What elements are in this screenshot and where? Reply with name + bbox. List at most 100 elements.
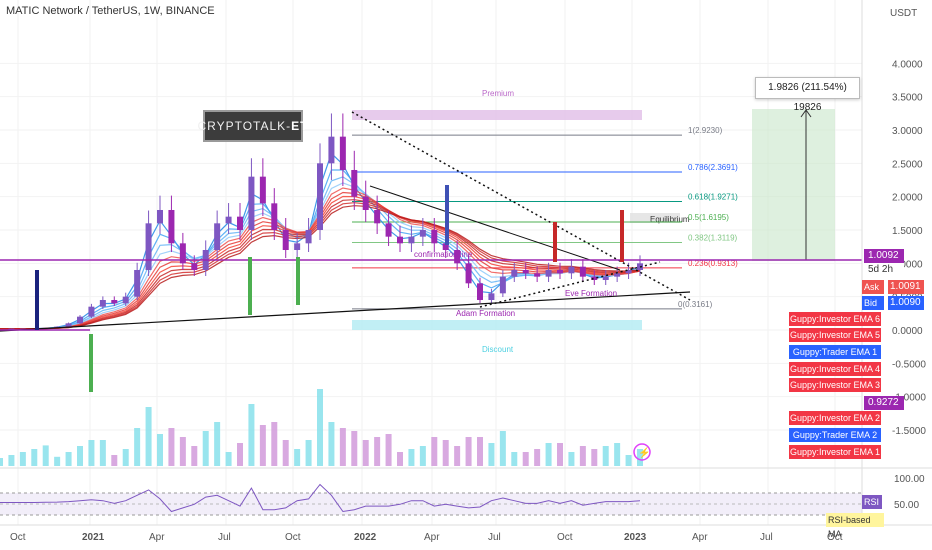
indicator-label-ema6[interactable]: Guppy:Investor EMA 6 <box>789 312 881 326</box>
candle-body <box>282 229 289 250</box>
confirmation-label: confirmation line <box>414 250 473 259</box>
volume-bar <box>248 404 255 466</box>
volume-bar <box>419 446 426 466</box>
indicator-label-trader2[interactable]: Guppy:Trader EMA 2 <box>789 428 881 442</box>
price-tick-label: 1.5000 <box>892 226 923 237</box>
rsi-tick-100: 100.00 <box>894 474 925 485</box>
candle-body <box>545 269 552 277</box>
candle-body <box>419 229 426 237</box>
volume-bar <box>385 434 392 466</box>
measure-zone <box>752 109 835 261</box>
time-tick-label: 2021 <box>82 532 105 543</box>
candle-body <box>122 296 129 304</box>
volume-bar <box>534 449 541 466</box>
indicator-label-ema1[interactable]: Guppy:Investor EMA 1 <box>789 445 881 459</box>
candle-body <box>602 276 609 280</box>
fib-label: 1(2.9230) <box>688 126 723 135</box>
watermark-logo: CRYPTOTALK- ET <box>197 110 307 142</box>
price-tick-label: 3.5000 <box>892 93 923 104</box>
ask-value: 1.0091 <box>888 280 924 294</box>
adam-formation-label: Adam Formation <box>456 309 515 318</box>
price-tick-label: 3.0000 <box>892 126 923 137</box>
price-tick-label: -0.5000 <box>892 359 926 370</box>
indicator-label-ema2[interactable]: Guppy:Investor EMA 2 <box>789 411 881 425</box>
time-tick-label: 2023 <box>624 532 647 543</box>
volume-bar <box>214 422 221 466</box>
candle-body <box>339 136 346 170</box>
volume-bar <box>351 431 358 466</box>
candle-body <box>374 209 381 224</box>
volume-bar <box>557 443 563 466</box>
volume-bar <box>42 445 49 466</box>
volume-bar <box>614 443 621 466</box>
volume-bar <box>134 428 141 466</box>
time-tick-label: 2022 <box>354 532 377 543</box>
fib-label: 0.786(2.3691) <box>688 163 738 172</box>
candle-body <box>259 176 266 204</box>
equilibrium-label: Equilibrium <box>650 215 690 224</box>
volume-bar <box>339 428 346 466</box>
candle-body <box>591 276 598 280</box>
volume-bar <box>465 437 472 466</box>
time-tick-label: Oct <box>827 532 843 543</box>
volume-bar <box>408 449 415 466</box>
candle-body <box>568 266 575 274</box>
indicator-label-trader1[interactable]: Guppy:Trader EMA 1 <box>789 345 881 359</box>
volume-bar <box>602 446 609 466</box>
volume-bar <box>179 437 186 466</box>
candle-body <box>88 306 95 317</box>
candle-body <box>65 323 72 327</box>
volume-bar <box>545 443 552 466</box>
volume-bar <box>237 443 243 466</box>
time-tick-label: Apr <box>692 532 708 543</box>
volume-bar <box>259 425 266 466</box>
volume-bar <box>522 452 529 466</box>
candle-body <box>248 176 255 230</box>
volume-bar <box>637 449 643 466</box>
volume-bar <box>111 455 118 466</box>
last-price-tag: 1.0092 <box>864 249 904 263</box>
countdown-tag: 5d 2h <box>864 263 904 277</box>
volume-bar <box>374 437 381 466</box>
volume-bar <box>65 452 72 466</box>
rsi-pane <box>0 467 932 516</box>
volume-bar <box>31 449 38 466</box>
indicator-label-ema5[interactable]: Guppy:Investor EMA 5 <box>789 328 881 342</box>
indicator-label-ema4[interactable]: Guppy:Investor EMA 4 <box>789 362 881 376</box>
price-tick-label: 2.5000 <box>892 159 923 170</box>
currency-label: USDT <box>890 8 917 19</box>
price-tick-label: -1.0000 <box>892 393 926 404</box>
alert-icon-glyph: ⚡ <box>638 446 650 459</box>
volume-bar <box>625 455 632 466</box>
volume-bar <box>511 452 518 466</box>
candle-body <box>179 243 186 264</box>
price-tick-label: 1.0000 <box>892 259 923 270</box>
volume-bar <box>488 443 495 466</box>
volume-bar <box>499 431 506 466</box>
discount-label: Discount <box>482 345 514 354</box>
candle-body <box>294 243 301 250</box>
indicator-label-ema3[interactable]: Guppy:Investor EMA 3 <box>789 378 881 392</box>
candle-body <box>534 273 541 277</box>
volume-bar <box>442 440 449 466</box>
time-tick-label: Apr <box>149 532 165 543</box>
volume-bar <box>477 437 483 466</box>
candle-body <box>168 209 175 244</box>
time-axis[interactable]: Oct 2021 Apr Jul Oct 2022 Apr Jul Oct 2023 Apr Jul O… <box>10 532 843 543</box>
fib-label: 0.5(1.6195) <box>688 213 729 222</box>
ema-value-tag: 0.9272 <box>864 396 904 410</box>
candle-body <box>397 236 403 244</box>
alert-icon[interactable] <box>633 443 651 461</box>
volume-bar <box>305 440 312 466</box>
candle-body <box>625 269 632 274</box>
volume-bar <box>397 452 403 466</box>
premium-zone <box>352 110 642 120</box>
volume-bar <box>294 449 301 466</box>
candle-body <box>99 299 106 307</box>
fib-label: 0(0.3161) <box>678 300 713 309</box>
candle-body <box>237 216 243 230</box>
candle-body <box>157 209 163 224</box>
volume-bar <box>88 440 95 466</box>
candle-body <box>351 169 358 197</box>
